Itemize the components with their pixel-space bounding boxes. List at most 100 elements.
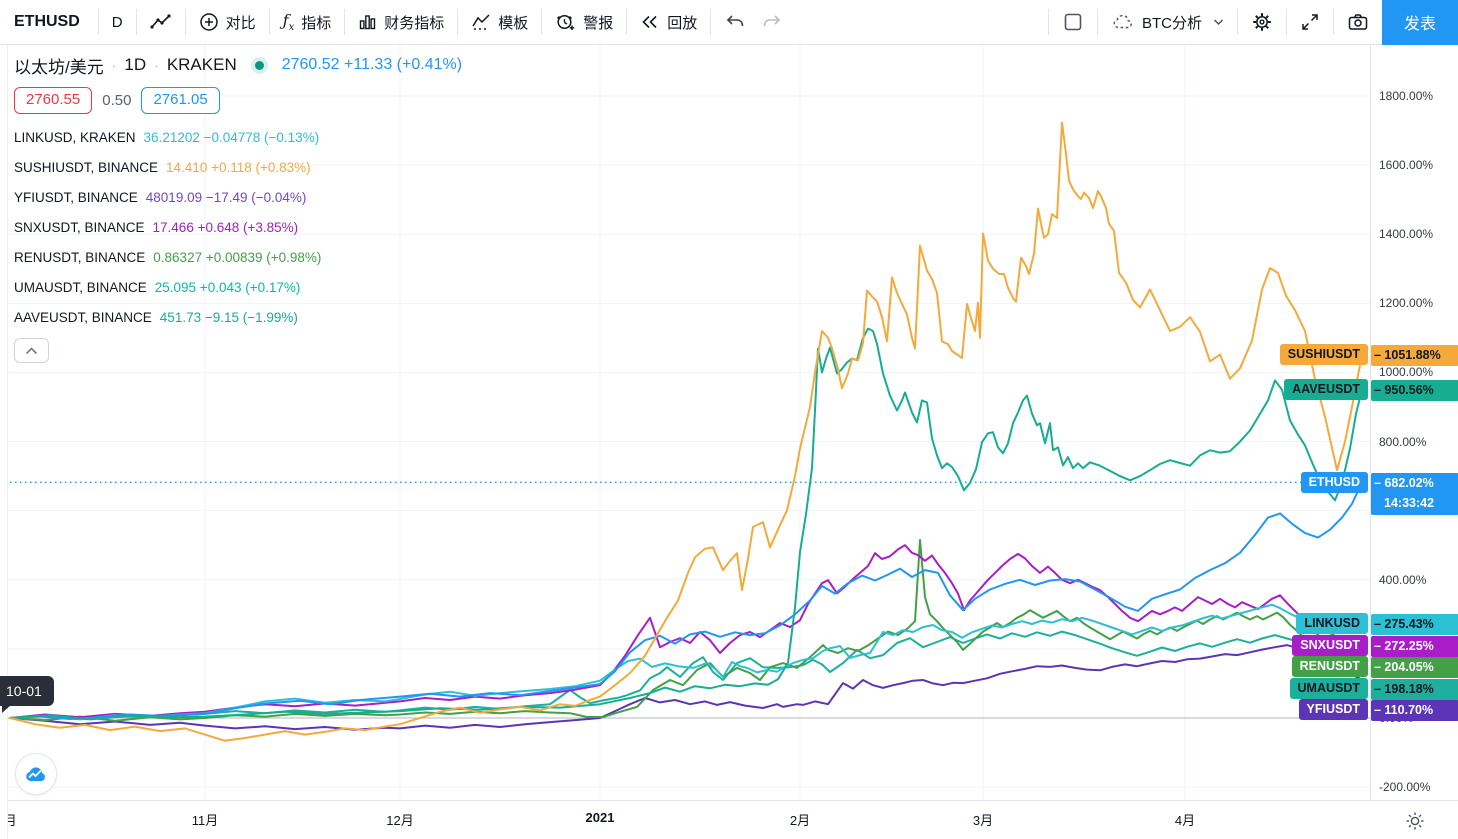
axis-value-badge-sushiusdt[interactable]: – 1051.88% [1371,344,1458,366]
exchange-value: KRAKEN [166,55,237,74]
x-axis-label: 2月 [789,813,811,828]
price-axis[interactable]: 1800.00% 1600.00% 1400.00% 1200.00% 1000.00%… [1370,45,1458,800]
separator-dot: · [154,57,159,73]
compare-button[interactable]: 对比 [186,0,269,44]
theme-toggle-button[interactable] [1400,809,1430,833]
series-ticker-badge-yfiusdt[interactable]: YFIUSDT [1298,699,1368,720]
time-axis[interactable]: 10月11月12月20212月3月4月 [0,800,1458,839]
x-axis-label: 12月 [386,813,414,828]
alarm-clock-icon [555,12,576,32]
interval-button[interactable]: D [99,0,136,44]
financials-button[interactable]: 财务指标 [345,0,457,44]
axis-value-umausdt: – 198.18% [1374,681,1434,696]
series-line-umausdt [9,630,1363,720]
series-ticker-badge-sushiusdt[interactable]: SUSHIUSDT [1279,344,1368,365]
interval-label: D [111,13,123,31]
series-ticker-badge-linkusd[interactable]: LINKUSD [1296,613,1368,634]
series-ticker-badge-aaveusdt[interactable]: AAVEUSDT [1284,379,1368,400]
publish-button[interactable]: 发表 [1382,0,1458,45]
axis-value-badge-aaveusdt[interactable]: – 950.56% [1371,379,1458,401]
series-line-sushiusdt [9,121,1363,742]
series-row-renusdt[interactable]: RENUSDT, BINANCE 0.86327 +0.00839 (+0.98%… [14,242,462,272]
symbol-button[interactable]: ETHUSD [0,0,98,44]
gear-icon [1251,11,1273,33]
date-tooltip-text: 10-01 [6,683,42,699]
layout-select-button[interactable] [1049,0,1097,44]
toolbar-divider [710,9,712,35]
templates-button[interactable]: 模板 [458,0,541,44]
cloud-logo-button[interactable] [15,753,57,795]
collapsed-drawing-toolbar[interactable] [0,45,8,839]
snapshot-button[interactable] [1334,0,1382,44]
y-axis-label: 800.00% [1379,434,1427,449]
series-row-aaveusdt[interactable]: AAVEUSDT, BINANCE 451.73 −9.15 (−1.99%) [14,302,462,332]
series-name: SNXUSDT, BINANCE [14,219,145,235]
toolbar-divider [1047,9,1049,35]
indicators-button[interactable]: ƒx 指标 [270,0,345,44]
series-row-yfiusdt[interactable]: YFIUSDT, BINANCE 48019.09 −17.49 (−0.04%) [14,182,462,212]
replay-button[interactable]: 回放 [627,0,710,44]
toolbar-divider [1286,9,1287,35]
camera-icon [1347,12,1369,32]
y-axis-label: 1400.00% [1379,227,1434,242]
price-change: +11.33 (+0.41%) [344,56,463,73]
chart-style-button[interactable] [137,0,185,44]
axis-value-badge-ethusd[interactable]: – 682.02% 14:33:42 [1371,472,1458,515]
series-ticker-badge-umausdt[interactable]: UMAUSDT [1289,678,1368,699]
function-icon: ƒx [282,10,295,34]
toolbar-divider [626,9,628,35]
series-ticker-badges-layer: SUSHIUSDT AAVEUSDT ETHUSD LINKUSD SNXUSDT REN… [1279,344,1368,720]
chart-plot-area[interactable] [0,45,1370,800]
toolbar-divider [97,9,99,35]
axis-value-badge-umausdt[interactable]: – 198.18% [1371,678,1458,700]
axis-value-badge-renusdt[interactable]: – 204.05% [1371,656,1458,678]
settings-button[interactable] [1238,0,1286,44]
saved-layout-button[interactable]: BTC分析 [1098,0,1237,44]
series-ticker-badge-renusdt[interactable]: RENUSDT [1291,656,1368,677]
main-symbol-row[interactable]: 以太坊/美元 · 1D · KRAKEN 2760.52 +11.33 (+0.… [14,52,462,78]
series-value: 36.21202 −0.04778 (−0.13%) [143,129,320,145]
last-price: 2760.52 [281,56,340,73]
series-row-sushiusdt[interactable]: SUSHIUSDT, BINANCE 14.410 +0.118 (+0.83%) [14,152,462,182]
series-value: 25.095 +0.043 (+0.17%) [154,279,301,295]
toolbar-divider [344,9,346,35]
fullscreen-button[interactable] [1287,0,1333,44]
sell-button[interactable]: 2760.55 [14,87,93,114]
series-ticker-badge-snxusdt[interactable]: SNXUSDT [1292,635,1368,656]
redo-button[interactable] [759,0,796,44]
sun-icon [1405,811,1425,831]
series-name: SUSHIUSDT, BINANCE [14,159,159,175]
series-ticker-badge-ethusd[interactable]: ETHUSD [1300,472,1368,493]
toolbar-divider [184,9,186,35]
market-open-dot-icon [254,60,264,70]
axis-value-aaveusdt: – 950.56% [1374,382,1434,397]
series-row-linkusd[interactable]: LINKUSD, KRAKEN 36.21202 −0.04778 (−0.13%… [14,122,462,152]
y-axis-label: 1800.00% [1379,88,1434,103]
axis-value-badge-yfiusdt[interactable]: – 110.70% [1371,699,1458,721]
zigzag-icon [471,13,491,31]
rewind-icon [640,13,660,31]
publish-label: 发表 [1403,16,1436,33]
axis-value-badge-snxusdt[interactable]: – 272.25% [1371,635,1458,657]
square-outline-icon [1062,11,1084,33]
y-axis-label: -200.00% [1379,780,1431,795]
buy-button[interactable]: 2761.05 [141,87,220,114]
alerts-button[interactable]: 警报 [542,0,626,44]
toolbar-divider [1237,9,1238,35]
toolbar-divider [1096,9,1098,35]
undo-arrow-icon [724,13,746,31]
x-axis-label: 11月 [191,813,219,828]
series-row-umausdt[interactable]: UMAUSDT, BINANCE 25.095 +0.043 (+0.17%) [14,272,462,302]
bar-chart-icon [358,13,377,31]
undo-button[interactable] [711,0,759,44]
collapse-legend-button[interactable] [14,338,49,363]
toolbar-divider [135,9,137,35]
x-axis-label: 3月 [972,813,994,828]
toolbar-divider [541,9,543,35]
axis-value-badge-linkusd[interactable]: – 275.43% [1371,613,1458,635]
layout-name-label: BTC分析 [1141,14,1202,32]
chart-canvas[interactable] [0,45,1370,800]
replay-label: 回放 [667,14,698,32]
series-row-snxusdt[interactable]: SNXUSDT, BINANCE 17.466 +0.648 (+3.85%) [14,212,462,242]
